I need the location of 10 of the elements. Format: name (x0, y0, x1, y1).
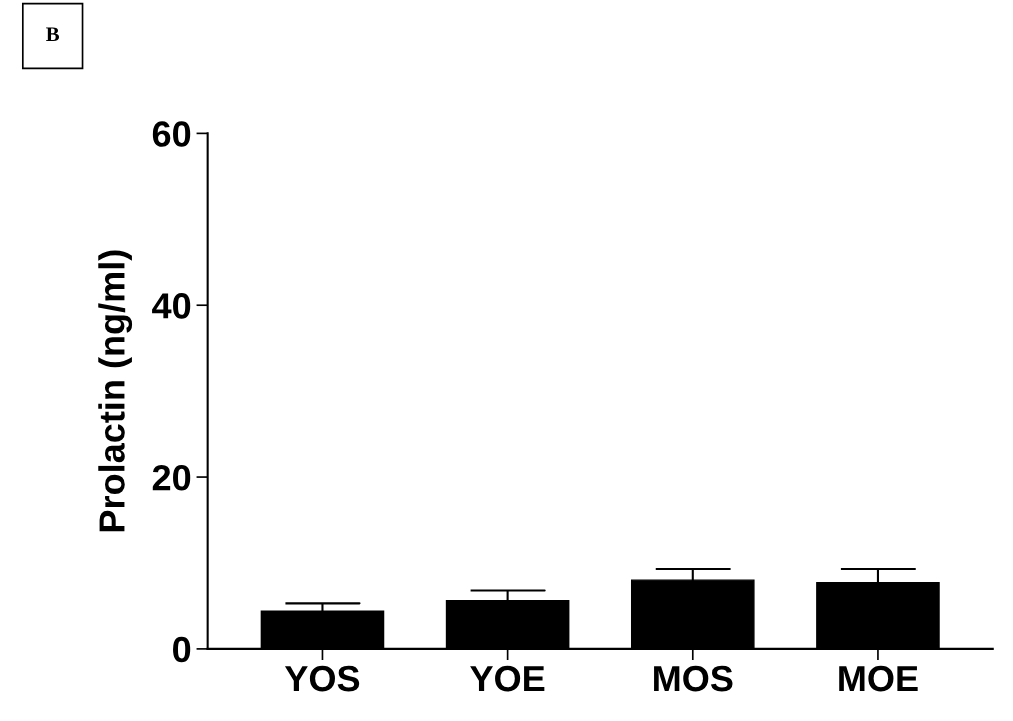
y-tick-label: 60 (152, 121, 191, 147)
x-tick-label: YOS (284, 665, 360, 692)
y-axis-title: Prolactin (ng/ml) (98, 250, 133, 532)
x-tick-label: YOE (470, 665, 545, 692)
x-tick-label: MOS (654, 665, 733, 692)
y-tick-label: 40 (152, 293, 191, 319)
x-tick-label: MOE (839, 665, 918, 692)
y-tick-label: 20 (152, 464, 191, 491)
text: B (46, 27, 60, 42)
y-tick-label: 0 (173, 636, 191, 663)
